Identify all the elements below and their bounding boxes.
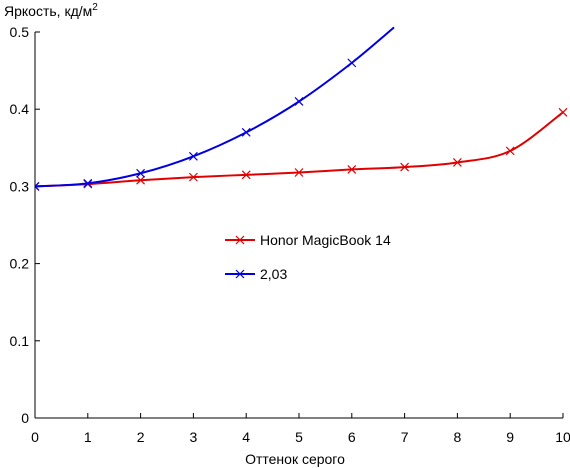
x-tick-label: 0: [31, 429, 39, 445]
legend-marker: [235, 235, 245, 245]
legend-item: 2,03: [225, 266, 287, 282]
data-point: [188, 151, 198, 161]
data-point: [294, 97, 304, 106]
data-point: [558, 107, 568, 117]
y-axis-title-superscript: 2: [92, 2, 98, 13]
x-tick-label: 4: [242, 429, 250, 445]
legend-item: Honor MagicBook 14: [225, 232, 391, 248]
series-1: [35, 107, 568, 191]
series-line: [35, 111, 564, 188]
data-point: [35, 181, 40, 191]
y-tick-label: 0: [21, 410, 29, 426]
y-tick-label: 0.2: [10, 256, 30, 272]
y-axis-ticks: 0 0.1 0.2 0.3 0.4 0.5: [10, 24, 40, 426]
x-axis-title: Оттенок серого: [245, 451, 345, 467]
y-tick-label: 0.3: [10, 178, 30, 194]
y-axis-title-main: Яркость, кд/м: [4, 3, 92, 19]
data-point: [505, 146, 515, 156]
data-point: [241, 170, 251, 180]
x-tick-label: 8: [454, 429, 462, 445]
data-point: [241, 127, 251, 137]
y-axis-title: Яркость, кд/м2: [4, 2, 98, 19]
y-tick-label: 0.5: [10, 24, 30, 40]
data-point: [347, 164, 357, 174]
x-tick-label: 5: [295, 429, 303, 445]
x-tick-label: 7: [401, 429, 409, 445]
series-layer: [35, 26, 568, 191]
data-point: [294, 168, 304, 177]
legend-label: Honor MagicBook 14: [260, 232, 391, 248]
legend: Honor MagicBook 14 2,03: [225, 232, 391, 282]
data-point: [347, 58, 357, 68]
x-tick-label: 10: [555, 429, 570, 445]
data-point: [136, 168, 146, 178]
data-point: [400, 162, 410, 172]
x-tick-label: 6: [348, 429, 356, 445]
data-point: [83, 178, 93, 188]
y-tick-label: 0.4: [10, 101, 30, 117]
series-2: [35, 26, 395, 191]
data-point: [136, 175, 146, 185]
axes: [34, 32, 563, 419]
y-tick-label: 0.1: [10, 333, 30, 349]
x-tick-label: 1: [84, 429, 92, 445]
x-tick-label: 3: [190, 429, 198, 445]
legend-marker: [235, 269, 245, 279]
x-tick-label: 2: [137, 429, 145, 445]
data-point: [452, 158, 462, 167]
legend-label: 2,03: [260, 266, 287, 282]
series-line: [35, 26, 395, 188]
data-point: [188, 172, 198, 182]
x-axis-ticks: 0 1 2 3 4 5 6 7 8 9 10: [31, 413, 570, 445]
x-tick-label: 9: [506, 429, 514, 445]
